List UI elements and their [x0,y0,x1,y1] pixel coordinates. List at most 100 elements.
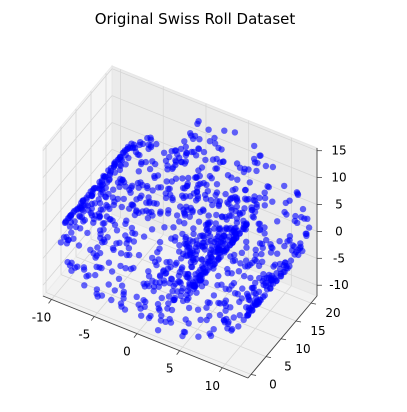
z-tick-label: 10 [331,171,346,185]
scatter-point [203,226,210,233]
scatter-point [189,135,197,143]
scatter-point [128,224,136,232]
scatter-point [122,161,129,168]
scatter-point [259,244,266,252]
scatter-point [195,145,202,152]
scatter-point [228,206,235,214]
scatter-point [185,174,192,182]
scatter-point [281,242,288,250]
scatter-point [178,287,185,295]
scatter-point [173,212,181,219]
scatter-point [248,284,256,292]
scatter-point [156,238,164,246]
scatter-point [145,273,153,280]
scatter-point [179,175,186,182]
y-tick-label: 15 [310,324,325,338]
scatter-point [231,129,239,136]
scatter-point [267,249,275,256]
scatter-point [158,294,165,302]
scatter-point [76,212,83,219]
scatter-point [176,218,183,225]
scatter-point [237,260,244,267]
scatter-point [192,197,200,204]
scatter-point [211,134,218,142]
scatter-point [162,269,170,277]
scatter-point [192,152,200,159]
scatter-point [269,163,277,171]
scatter-point [251,142,258,150]
scatter-point [105,281,112,288]
scatter-point [234,290,241,298]
scatter-point [239,285,246,292]
scatter-point [215,255,222,262]
scatter-point [211,261,218,268]
scatter-point [255,262,263,270]
axis-lines [42,148,322,379]
scatter-point [169,196,176,204]
scatter-point [125,245,133,252]
scatter-point [233,219,241,226]
y-tick-mark [280,338,287,341]
scatter-point [164,210,172,217]
scatter-point [91,200,99,207]
scatter-point [154,249,161,256]
scatter-point [164,166,171,173]
scatter-point [209,156,217,163]
scatter-point [243,244,250,251]
scatter-point [162,190,169,197]
scatter-point [193,174,200,181]
scatter-point [202,156,209,164]
scatter-point [235,268,243,275]
scatter-point [118,203,126,211]
z-tick-label: 5 [335,198,343,212]
scatter-point [177,280,184,287]
scatter-point [145,145,152,153]
scatter-point [80,266,88,273]
scatter-point [181,220,188,227]
scatter-point [137,305,144,312]
scatter-point [224,236,232,244]
scatter-point [163,259,170,266]
scatter-point [236,164,244,171]
scatter-point [66,214,73,222]
scatter-point [210,326,217,333]
scatter-point [179,184,187,192]
x-axis-line [42,295,249,379]
scatter-point [121,306,129,313]
grid-line-z [42,149,113,232]
scatter-point [224,172,232,179]
scatter-point [176,268,183,276]
scatter-point [83,273,90,280]
scatter-point [213,211,220,219]
scatter-point [224,269,231,277]
scatter-point [207,332,215,339]
scatter-point [148,226,156,233]
scatter-point [169,288,176,295]
scatter-point [102,194,110,201]
x-tick-label: -5 [78,328,90,342]
scatter-point [212,191,219,199]
scatter-point [256,274,263,282]
scatter-point [223,225,230,233]
scatter-point [111,287,119,294]
scatter-point [106,205,113,213]
scatter-point [128,201,135,208]
scatter-point [206,138,214,145]
scatter-point [145,314,153,322]
scatter-point [245,304,253,311]
scatter-point [182,151,190,159]
scatter-point [140,233,148,240]
scatter-point [186,213,193,220]
scatter-point [133,196,140,203]
scatter-point [298,213,305,221]
scatter-point [292,212,299,220]
scatter-point [125,154,132,162]
scatter-point [231,257,239,264]
grid-line-x [93,234,164,317]
scatter-point [66,223,74,230]
scatter-point [249,213,256,220]
scatter-point [261,202,268,209]
scatter-point [228,229,236,236]
scatter-point [144,184,151,192]
scatter-point [123,240,130,247]
